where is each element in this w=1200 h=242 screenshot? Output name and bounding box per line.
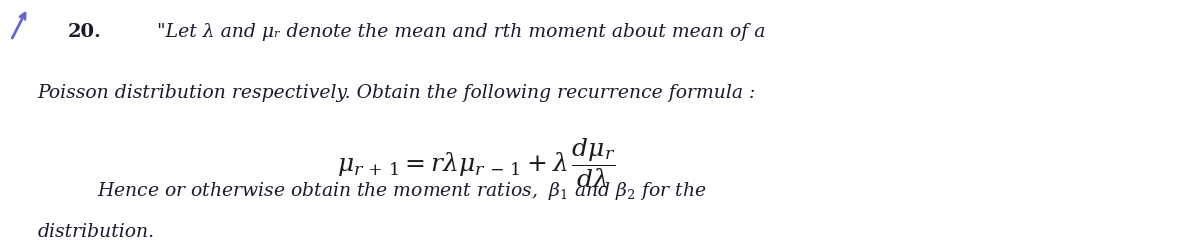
Text: $\mu_{r\,+\,1} = r\lambda\mu_{r\,-\,1} + \lambda\,\dfrac{d\mu_r}{d\lambda}$: $\mu_{r\,+\,1} = r\lambda\mu_{r\,-\,1} +… (337, 136, 616, 190)
Text: "Let λ and μᵣ denote the mean and rth moment about mean of a: "Let λ and μᵣ denote the mean and rth mo… (157, 23, 766, 41)
Text: Hence or otherwise obtain the moment ratios,  $\beta_1$ and $\beta_2$ for the: Hence or otherwise obtain the moment rat… (97, 180, 707, 202)
Text: 20.: 20. (67, 23, 101, 41)
Text: distribution.: distribution. (37, 223, 155, 241)
Text: Poisson distribution respectively. Obtain the following recurrence formula :: Poisson distribution respectively. Obtai… (37, 84, 756, 102)
